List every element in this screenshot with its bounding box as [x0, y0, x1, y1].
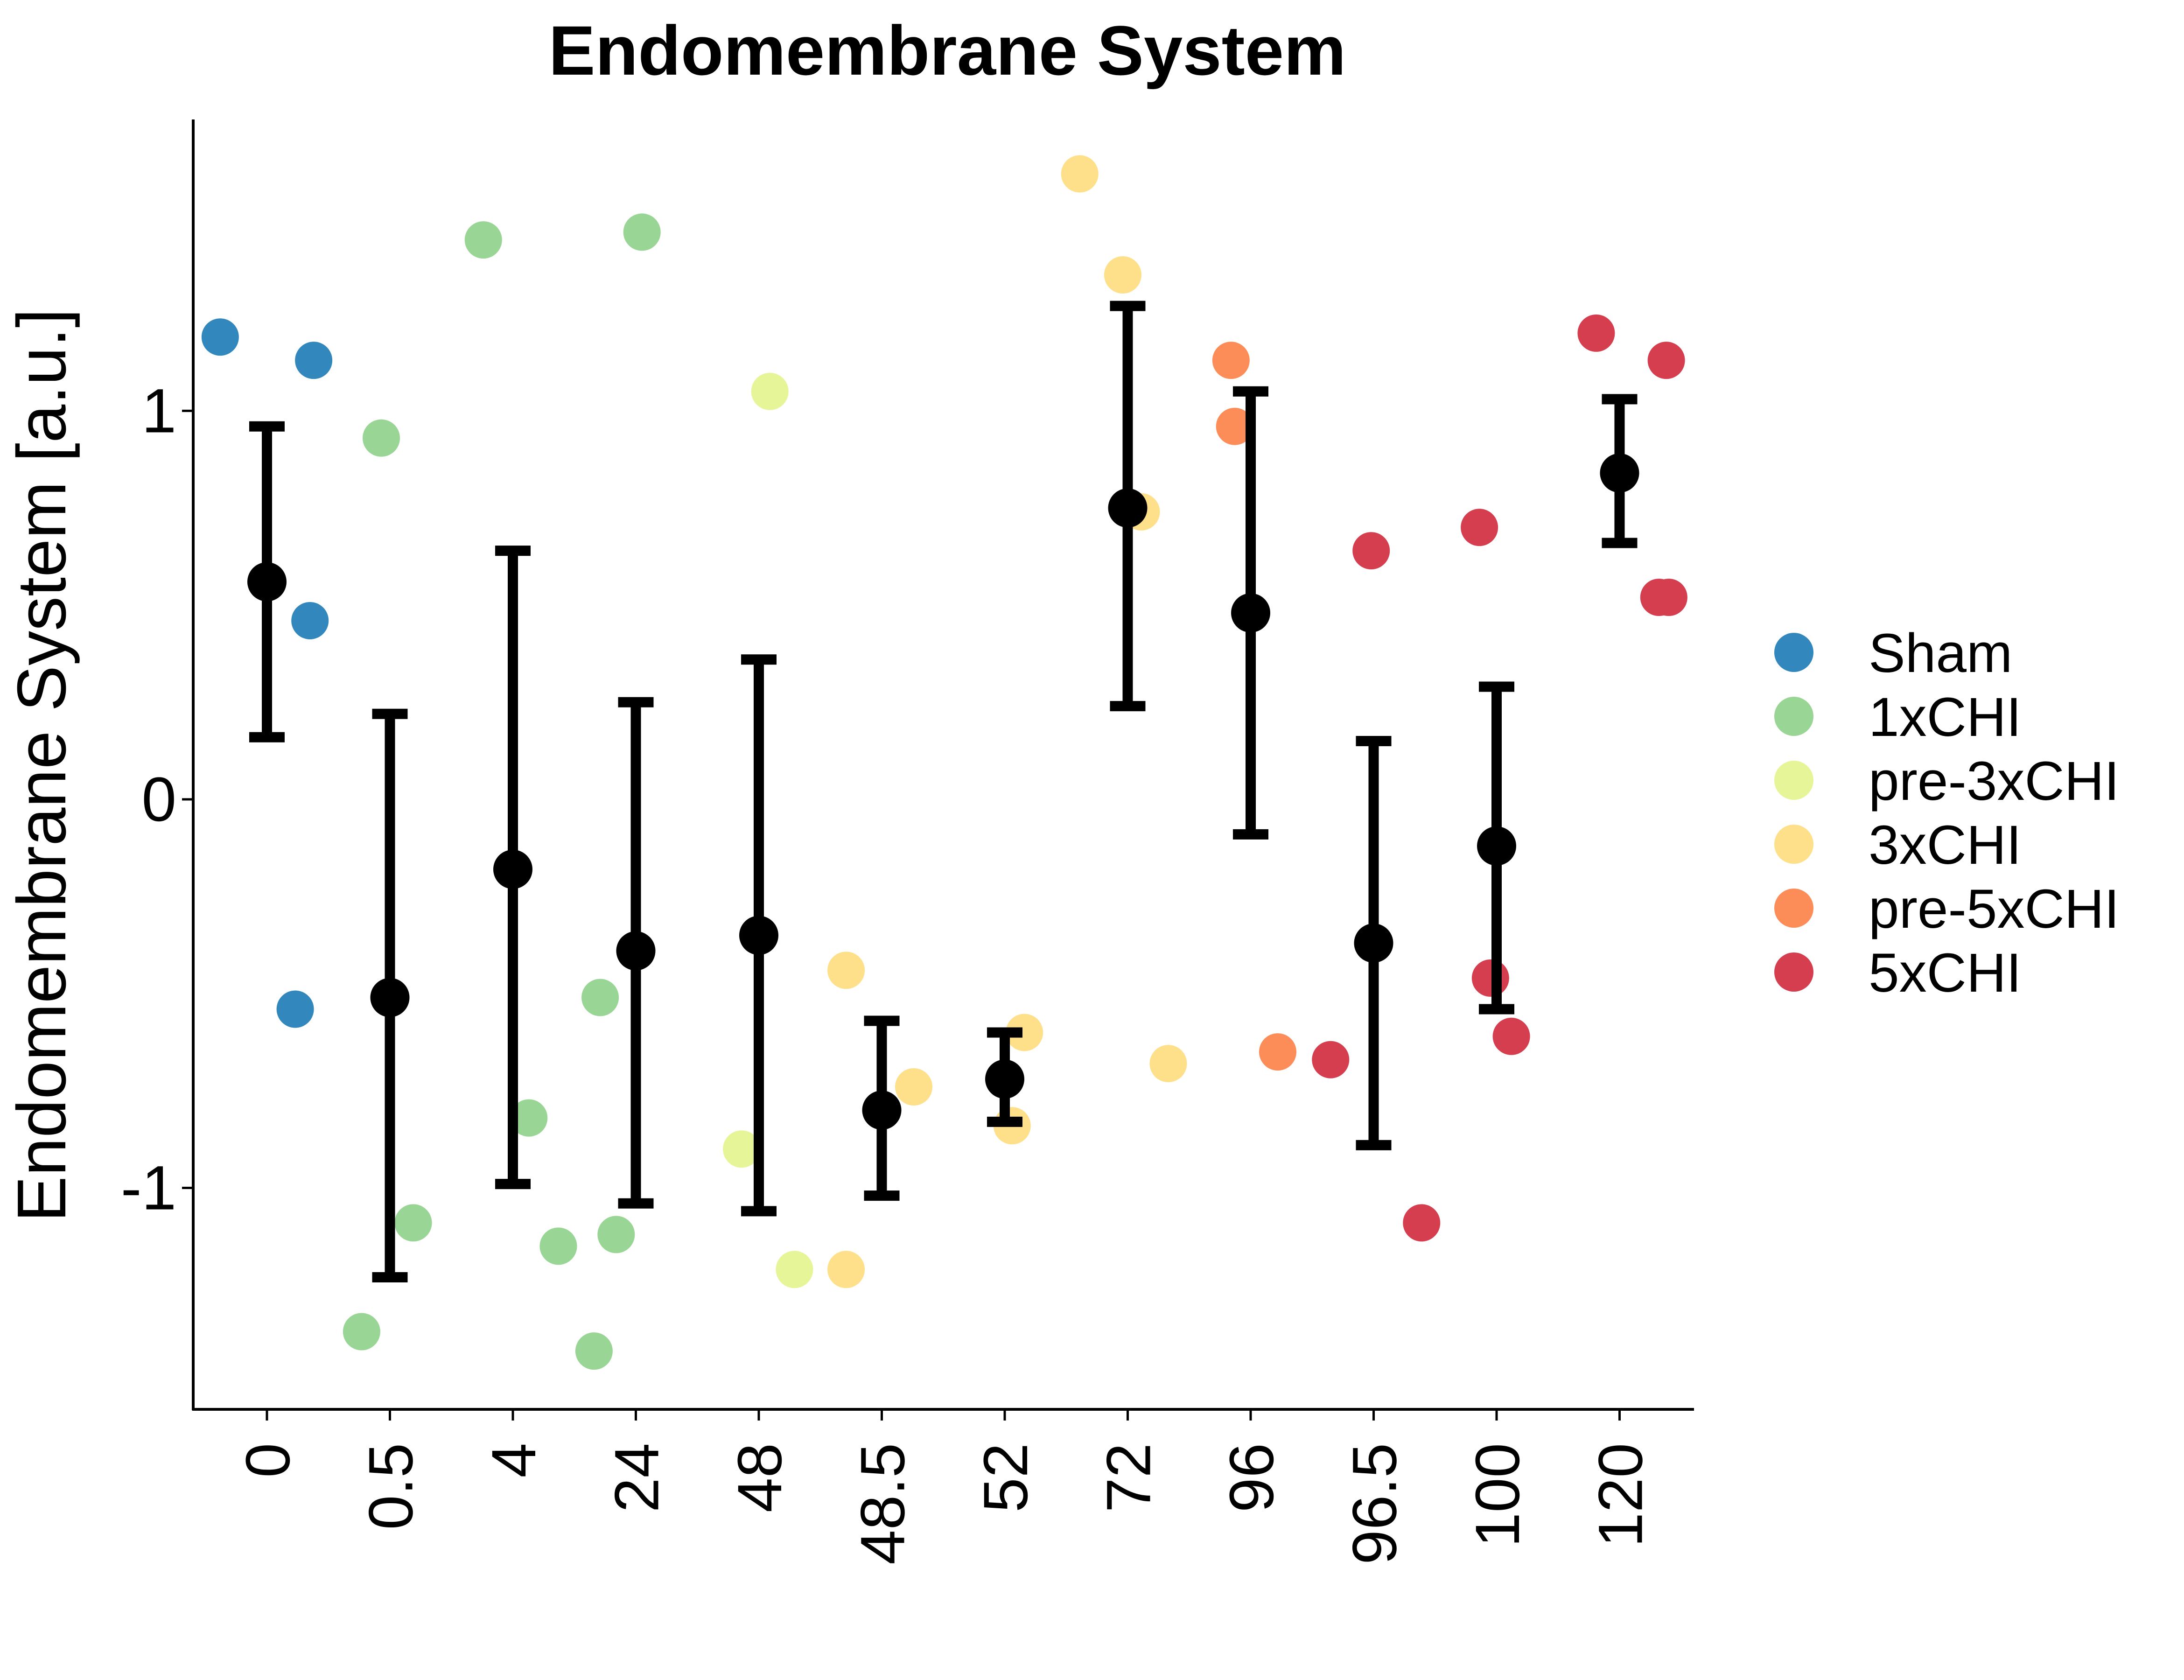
data-point [1650, 579, 1687, 616]
data-point [751, 372, 789, 410]
data-point [539, 1227, 577, 1265]
data-point [201, 318, 239, 356]
data-point [827, 952, 865, 989]
summary-layer [247, 301, 1639, 1282]
y-axis-title: Endomembrane System [a.u.] [3, 308, 80, 1222]
mean-point [862, 1090, 902, 1130]
data-point [343, 1313, 380, 1351]
legend-label: Sham [1869, 623, 2012, 684]
y-tick-label: -1 [121, 1153, 176, 1223]
x-tick-label: 96 [1217, 1443, 1287, 1512]
plot-area [201, 155, 1687, 1370]
x-tick-label: 120 [1586, 1443, 1656, 1547]
mean-point [985, 1059, 1024, 1099]
data-point [1577, 314, 1615, 352]
mean-point [1231, 593, 1270, 633]
mean-point [1477, 826, 1516, 866]
data-point [1403, 1204, 1441, 1242]
data-point [623, 213, 661, 251]
legend-swatch [1774, 697, 1813, 736]
data-point [1104, 256, 1141, 294]
data-point [581, 979, 619, 1016]
points-layer [201, 155, 1687, 1370]
data-point [510, 1099, 548, 1137]
data-point [464, 221, 502, 259]
data-point [1216, 407, 1253, 445]
legend-label: pre-3xCHI [1869, 750, 2120, 812]
data-point [723, 1130, 761, 1168]
x-tick-label: 4 [479, 1443, 549, 1478]
legend-label: 1xCHI [1869, 686, 2022, 748]
data-point [1006, 1014, 1043, 1051]
data-point [1149, 1045, 1187, 1083]
data-point [1061, 155, 1099, 193]
data-point [1492, 1017, 1530, 1055]
data-point [1312, 1041, 1350, 1078]
legend-label: 5xCHI [1869, 942, 2022, 1004]
mean-point [1108, 488, 1148, 528]
x-tick-label: 48.5 [848, 1443, 918, 1565]
x-tick-label: 100 [1463, 1443, 1533, 1547]
x-tick-label: 0 [233, 1443, 303, 1478]
x-tick-label: 52 [971, 1443, 1041, 1512]
mean-point [247, 562, 287, 602]
legend-label: pre-5xCHI [1869, 878, 2120, 940]
data-point [1352, 532, 1390, 570]
mean-point [370, 978, 410, 1017]
legend-swatch [1774, 952, 1813, 992]
data-point [1647, 342, 1685, 379]
data-point [597, 1216, 635, 1253]
data-point [575, 1332, 613, 1370]
mean-point [1354, 923, 1393, 963]
axes: -1 0 1 0 0.5 4 24 48 48.5 52 72 96 96.5 100 120 [121, 119, 1694, 1565]
y-tick-label: 0 [141, 765, 176, 834]
legend-label: 3xCHI [1869, 814, 2022, 876]
x-tick-label: 24 [602, 1443, 672, 1512]
mean-point [616, 931, 656, 971]
chart-title: Endomembrane System [549, 11, 1346, 90]
x-tick-label: 48 [725, 1443, 795, 1512]
y-tick-label: 1 [141, 376, 176, 446]
data-point [1212, 342, 1250, 379]
data-point [1461, 509, 1498, 546]
data-point [363, 419, 400, 457]
data-point [827, 1251, 865, 1288]
x-tick-label: 0.5 [357, 1443, 426, 1530]
data-point [394, 1204, 432, 1242]
data-point [1471, 959, 1509, 997]
mean-point [739, 916, 778, 955]
mean-point [1600, 453, 1639, 493]
data-point [776, 1251, 813, 1288]
x-tick-label: 72 [1094, 1443, 1164, 1512]
legend-swatch [1774, 889, 1813, 928]
data-point [291, 602, 329, 639]
data-point [295, 342, 333, 379]
data-point [895, 1068, 933, 1106]
legend-swatch [1774, 761, 1813, 800]
mean-point [493, 849, 532, 889]
data-point [276, 990, 314, 1028]
data-point [1259, 1033, 1296, 1071]
legend-swatch [1774, 825, 1813, 864]
legend-swatch [1774, 633, 1813, 672]
x-tick-label: 96.5 [1340, 1443, 1410, 1565]
